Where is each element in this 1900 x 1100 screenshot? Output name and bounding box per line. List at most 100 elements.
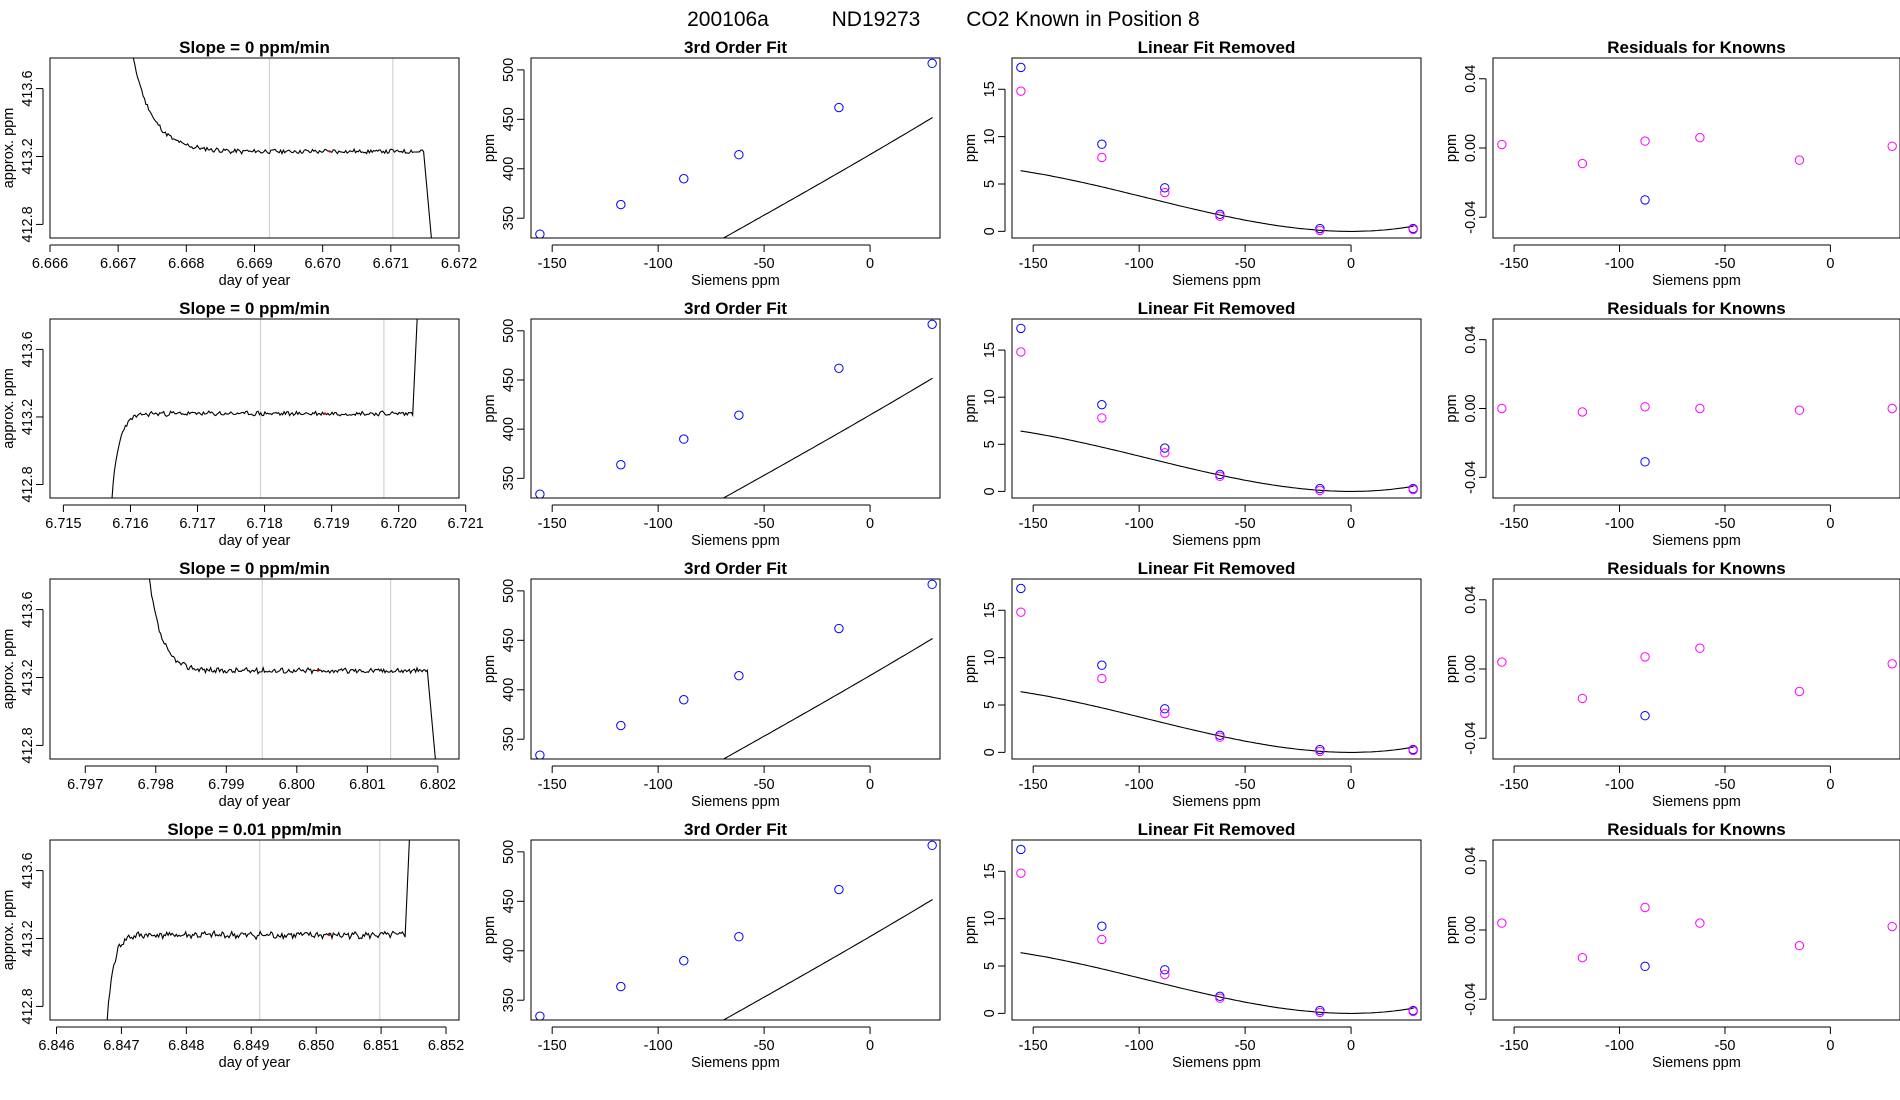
y-tick-label: 5 <box>982 701 998 709</box>
fit-curve <box>1020 952 1414 1014</box>
mean-marker <box>328 150 331 153</box>
panel-title: Slope = 0 ppm/min <box>179 559 330 578</box>
x-axis: -150 -100 -50 0 <box>538 244 874 272</box>
x-tick-label: 6.669 <box>236 256 272 272</box>
x-tick-label: -150 <box>538 777 567 793</box>
plot-area <box>132 58 432 238</box>
data-point-blue <box>616 460 626 470</box>
panel-title: Residuals for Knowns <box>1607 820 1786 839</box>
x-tick-label: -50 <box>1714 777 1735 793</box>
plot-frame <box>530 839 941 1021</box>
y-axis: 0 5 10 15 <box>982 342 1006 495</box>
data-point-blue <box>1640 457 1650 467</box>
y-axis-title: approx. ppm <box>1 368 17 449</box>
data-point-blue <box>927 579 937 590</box>
y-tick-label: 413.6 <box>20 331 36 367</box>
y-axis-title: ppm <box>1444 655 1460 683</box>
panel-title: Slope = 0 ppm/min <box>179 299 330 318</box>
x-tick-label: 0 <box>866 516 874 532</box>
plot-frame <box>49 318 460 499</box>
data-point-blue <box>834 363 844 373</box>
plot-area <box>535 319 937 498</box>
y-tick-label: 350 <box>501 466 517 490</box>
plot-area <box>148 579 436 759</box>
y-tick-label: 412.8 <box>20 466 36 502</box>
plot-area <box>1497 402 1897 467</box>
plot-frame <box>530 578 941 760</box>
x-tick-label: 0 <box>1347 256 1355 272</box>
plot-frame <box>1492 578 1900 760</box>
x-axis-title: Siemens ppm <box>691 533 780 549</box>
plot-frame <box>1011 839 1422 1021</box>
y-tick-label: 450 <box>501 107 517 131</box>
y-tick-label: 0.00 <box>1463 916 1479 944</box>
data-point-blue <box>1640 711 1650 721</box>
x-tick-label: -150 <box>538 516 567 532</box>
x-tick-label: 6.846 <box>38 1038 74 1054</box>
plot-area <box>106 840 410 1020</box>
x-tick-label: 0 <box>1347 1038 1355 1054</box>
plot-area <box>535 58 937 238</box>
fit-curve <box>1020 430 1414 492</box>
x-tick-label: 6.801 <box>349 777 385 793</box>
x-axis-title: day of year <box>219 273 291 289</box>
panel-3-3: Residuals for Knowns -150 -100 -50 0 Siemens … <box>1444 820 1900 1071</box>
x-axis-title: Siemens ppm <box>1172 273 1261 289</box>
y-tick-label: -0.04 <box>1463 722 1479 755</box>
x-tick-label: -150 <box>1019 1038 1048 1054</box>
x-axis: 6.715 6.716 6.717 6.718 6.719 6.720 6.721 <box>45 504 484 532</box>
x-axis: 6.846 6.847 6.848 6.849 6.850 6.851 6.852 <box>38 1026 464 1054</box>
plot-frame <box>530 57 941 239</box>
data-point-blue <box>927 840 937 851</box>
panel-2-3: Residuals for Knowns -150 -100 -50 0 Siemens … <box>1444 559 1900 810</box>
y-tick-label: 5 <box>982 962 998 970</box>
data-point-magenta <box>1315 746 1325 757</box>
x-tick-label: 6.666 <box>32 256 68 272</box>
y-axis: 412.8 413.2 413.6 <box>20 331 44 503</box>
panel-0-2: Linear Fit Removed -150 -100 -50 0 Siemens pp… <box>963 38 1422 289</box>
y-tick-label: 0.04 <box>1463 847 1479 875</box>
x-tick-label: -50 <box>754 516 775 532</box>
y-tick-label: 5 <box>982 440 998 448</box>
panel-2-2: Linear Fit Removed -150 -100 -50 0 Siemens pp… <box>963 559 1422 810</box>
y-tick-label: 500 <box>501 58 517 82</box>
x-axis-title: Siemens ppm <box>691 794 780 810</box>
data-point-magenta <box>1016 607 1026 617</box>
x-tick-label: -100 <box>1605 256 1634 272</box>
y-tick-label: -0.04 <box>1463 461 1479 494</box>
fit-curve <box>1020 170 1414 232</box>
y-axis: 412.8 413.2 413.6 <box>20 70 44 243</box>
data-point-magenta <box>1497 918 1507 928</box>
x-tick-label: 0 <box>1347 516 1355 532</box>
x-tick-label: 6.720 <box>381 516 417 532</box>
plot-area <box>1497 902 1897 972</box>
x-tick-label: -150 <box>1500 1038 1529 1054</box>
data-point-blue <box>1016 323 1026 334</box>
data-point-magenta <box>1215 993 1225 1003</box>
x-axis: -150 -100 -50 0 <box>1019 1026 1355 1054</box>
data-point-magenta <box>1497 657 1507 667</box>
plot-frame <box>49 839 460 1021</box>
y-tick-label: 10 <box>982 911 998 927</box>
data-point-magenta <box>1577 693 1588 704</box>
data-point-magenta <box>1887 403 1897 414</box>
y-tick-label: 413.6 <box>20 852 36 888</box>
y-axis: 412.8 413.2 413.6 <box>20 852 44 1025</box>
y-tick-label: 5 <box>982 180 998 188</box>
data-point-blue <box>1016 62 1026 73</box>
x-tick-label: 6.671 <box>373 256 409 272</box>
data-point-magenta <box>1097 673 1107 684</box>
plot-frame <box>1492 57 1900 239</box>
data-point-blue <box>1640 195 1650 205</box>
x-tick-label: -50 <box>1235 516 1256 532</box>
y-tick-label: 350 <box>501 206 517 230</box>
mean-marker <box>327 933 331 937</box>
data-point-blue <box>535 489 545 498</box>
x-axis: -150 -100 -50 0 <box>538 504 874 532</box>
x-tick-label: 6.797 <box>67 777 103 793</box>
data-point-blue <box>1097 660 1107 670</box>
x-tick-label: -100 <box>1605 516 1634 532</box>
y-tick-label: 0.04 <box>1463 326 1479 354</box>
data-point-blue <box>535 229 545 238</box>
y-axis: 350 400 450 500 <box>501 840 525 1012</box>
